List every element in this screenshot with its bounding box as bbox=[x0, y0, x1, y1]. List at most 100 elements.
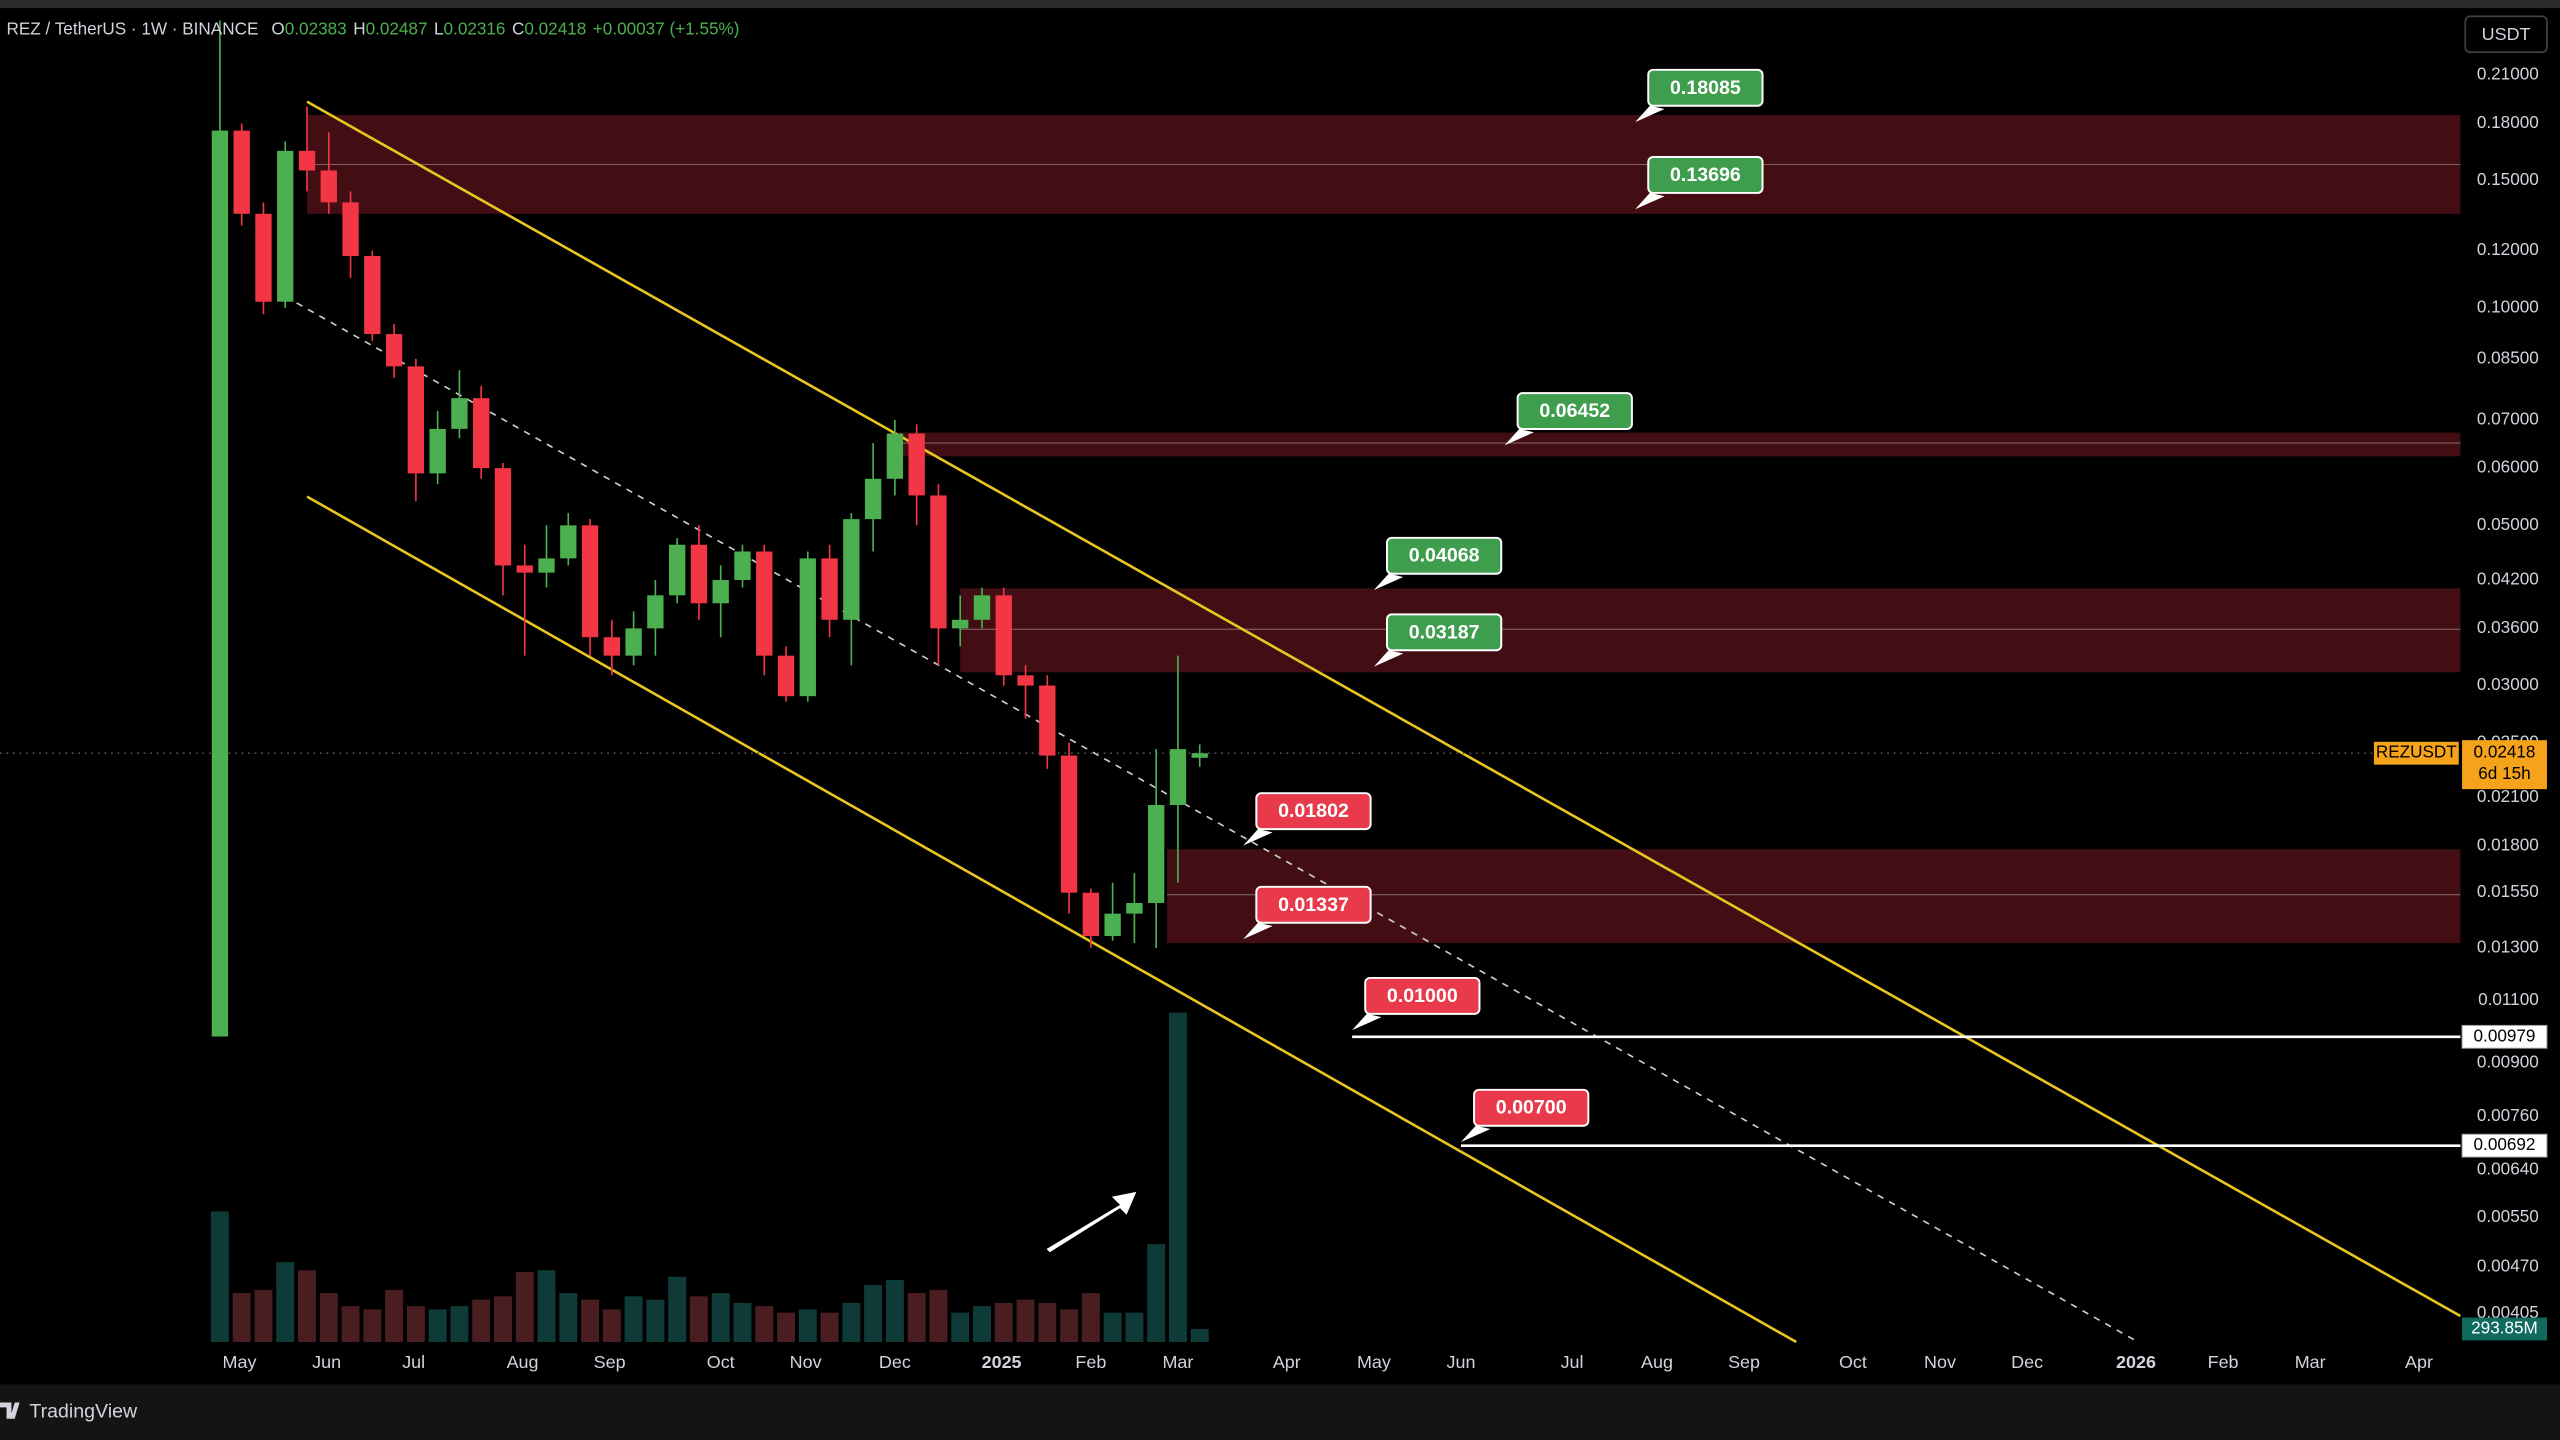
volume-bar bbox=[1147, 1244, 1166, 1343]
tag-label: 0.18085 bbox=[1670, 77, 1741, 99]
x-tick-label: Dec bbox=[2011, 1352, 2043, 1372]
volume-bar bbox=[581, 1299, 600, 1343]
level-axis-box bbox=[2461, 1133, 2548, 1158]
channel-mid bbox=[284, 295, 2139, 1343]
tag-label: 0.13696 bbox=[1670, 164, 1741, 186]
candle-body bbox=[255, 213, 272, 302]
candles bbox=[211, 20, 1208, 1037]
y-tick-label: 0.12000 bbox=[2477, 239, 2539, 259]
tag-box bbox=[1385, 536, 1503, 575]
candle-body bbox=[451, 398, 468, 429]
zone bbox=[894, 432, 2461, 457]
x-tick-label: 2025 bbox=[982, 1352, 1022, 1372]
y-tick-label: 0.08500 bbox=[2477, 347, 2539, 367]
y-tick-label: 0.00470 bbox=[2477, 1256, 2539, 1276]
drawings bbox=[0, 100, 2462, 1344]
brand: TradingView bbox=[29, 1400, 138, 1422]
volume-bar bbox=[254, 1289, 273, 1343]
price-box bbox=[2462, 740, 2547, 790]
y-tick-label: 0.05000 bbox=[2477, 514, 2539, 534]
candle-body bbox=[756, 551, 773, 656]
tag-box bbox=[1647, 156, 1764, 194]
y-tick-label: 0.06000 bbox=[2477, 457, 2539, 477]
volume-bar bbox=[1125, 1312, 1144, 1343]
currency-button[interactable] bbox=[2464, 15, 2548, 54]
y-tick-label: 0.00640 bbox=[2477, 1159, 2539, 1179]
volume-bar bbox=[406, 1306, 425, 1343]
volume-bar bbox=[624, 1296, 643, 1343]
candle-body bbox=[298, 150, 316, 171]
volume-bar bbox=[472, 1299, 491, 1343]
tag-label: 0.04068 bbox=[1409, 545, 1480, 567]
tag-label: 0.01802 bbox=[1278, 800, 1349, 822]
time-axis: May Jun Jul Aug Sep Oct Nov Dec 2025 Feb Mar Apr May… bbox=[223, 1352, 2433, 1372]
candle-body bbox=[952, 619, 969, 629]
volume-bar bbox=[276, 1262, 295, 1343]
candle-body bbox=[320, 170, 337, 203]
candle-body bbox=[233, 130, 250, 214]
title: REZ / TetherUS · 1W · BINANCE bbox=[7, 18, 259, 38]
candle-body bbox=[1039, 685, 1056, 756]
volume-bar bbox=[232, 1293, 251, 1343]
candle-body bbox=[1126, 902, 1143, 914]
volume-bar bbox=[1168, 1012, 1187, 1343]
tag-pointer bbox=[1635, 105, 1665, 123]
countdown: 6d 15h bbox=[2478, 763, 2530, 783]
x-tick-label: Nov bbox=[1924, 1352, 1956, 1372]
y-tick-label: 0.01800 bbox=[2477, 834, 2539, 854]
ohlc-prefix: L bbox=[434, 18, 444, 38]
level-axis-label: 0.00979 bbox=[2474, 1025, 2536, 1045]
level-axis-box bbox=[2461, 1024, 2548, 1049]
x-tick-label: Apr bbox=[1273, 1352, 1301, 1372]
volume-bar bbox=[885, 1280, 904, 1343]
volume-bar bbox=[298, 1270, 316, 1343]
level-axis-label: 0.00692 bbox=[2474, 1134, 2536, 1154]
currency[interactable]: USDT bbox=[2482, 24, 2531, 44]
volume-bar bbox=[493, 1296, 512, 1343]
volume-bar bbox=[668, 1276, 687, 1343]
zone bbox=[960, 588, 2461, 673]
ohlc-prefix: O bbox=[271, 18, 284, 38]
tag-label: 0.06452 bbox=[1539, 400, 1610, 422]
volume-bar bbox=[1081, 1293, 1100, 1343]
y-tick-label: 0.00900 bbox=[2477, 1052, 2539, 1072]
x-tick-label: Aug bbox=[1641, 1352, 1673, 1372]
volume-bar bbox=[711, 1293, 730, 1343]
candle-body bbox=[211, 130, 229, 1037]
y-tick-label: 0.04200 bbox=[2477, 569, 2539, 589]
x-tick-label: Mar bbox=[1162, 1352, 1193, 1372]
tag-box bbox=[1647, 68, 1764, 107]
zone bbox=[1167, 849, 2461, 944]
candle-body bbox=[625, 628, 642, 656]
volume-bar bbox=[537, 1270, 556, 1343]
volume-bar bbox=[210, 1211, 229, 1343]
candle-body bbox=[473, 398, 490, 469]
brand-logo bbox=[0, 1402, 20, 1419]
footer bbox=[0, 1384, 2560, 1440]
x-tick-label: Mar bbox=[2295, 1352, 2326, 1372]
top-bar bbox=[0, 0, 2560, 9]
y-tick-label: 0.07000 bbox=[2477, 408, 2539, 428]
x-tick-label: Sep bbox=[594, 1352, 626, 1372]
candle-body bbox=[886, 433, 904, 479]
tag-box bbox=[1385, 613, 1503, 652]
volume-bar bbox=[515, 1271, 534, 1343]
tag-pointer bbox=[1243, 829, 1273, 846]
volume-bar bbox=[798, 1309, 817, 1343]
volume-bar bbox=[1060, 1309, 1079, 1343]
volume-bar bbox=[951, 1312, 970, 1343]
y-tick-label: 0.01550 bbox=[2477, 881, 2539, 901]
x-tick-label: Apr bbox=[2405, 1352, 2433, 1372]
y-tick-label: 0.18000 bbox=[2477, 112, 2539, 132]
volume-bar bbox=[842, 1302, 861, 1343]
ohlc-value: 0.02383 bbox=[285, 18, 347, 38]
candle-body bbox=[1169, 749, 1187, 806]
candle-body bbox=[1191, 753, 1208, 758]
x-tick-label: 2026 bbox=[2116, 1352, 2156, 1372]
y-tick-label: 0.01100 bbox=[2478, 989, 2539, 1009]
candle-body bbox=[364, 255, 381, 335]
volume-bar bbox=[646, 1299, 665, 1343]
y-tick-label: 0.10000 bbox=[2477, 296, 2539, 316]
candle-body bbox=[1082, 892, 1100, 937]
